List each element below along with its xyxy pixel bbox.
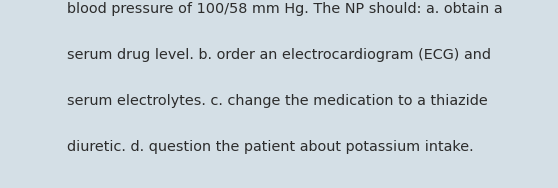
Text: serum drug level. b. order an electrocardiogram (ECG) and: serum drug level. b. order an electrocar… [67, 48, 491, 62]
Text: blood pressure of 100/58 mm Hg. The NP should: a. obtain a: blood pressure of 100/58 mm Hg. The NP s… [67, 2, 503, 16]
Text: serum electrolytes. c. change the medication to a thiazide: serum electrolytes. c. change the medica… [67, 94, 488, 108]
Text: diuretic. d. question the patient about potassium intake.: diuretic. d. question the patient about … [67, 140, 474, 154]
